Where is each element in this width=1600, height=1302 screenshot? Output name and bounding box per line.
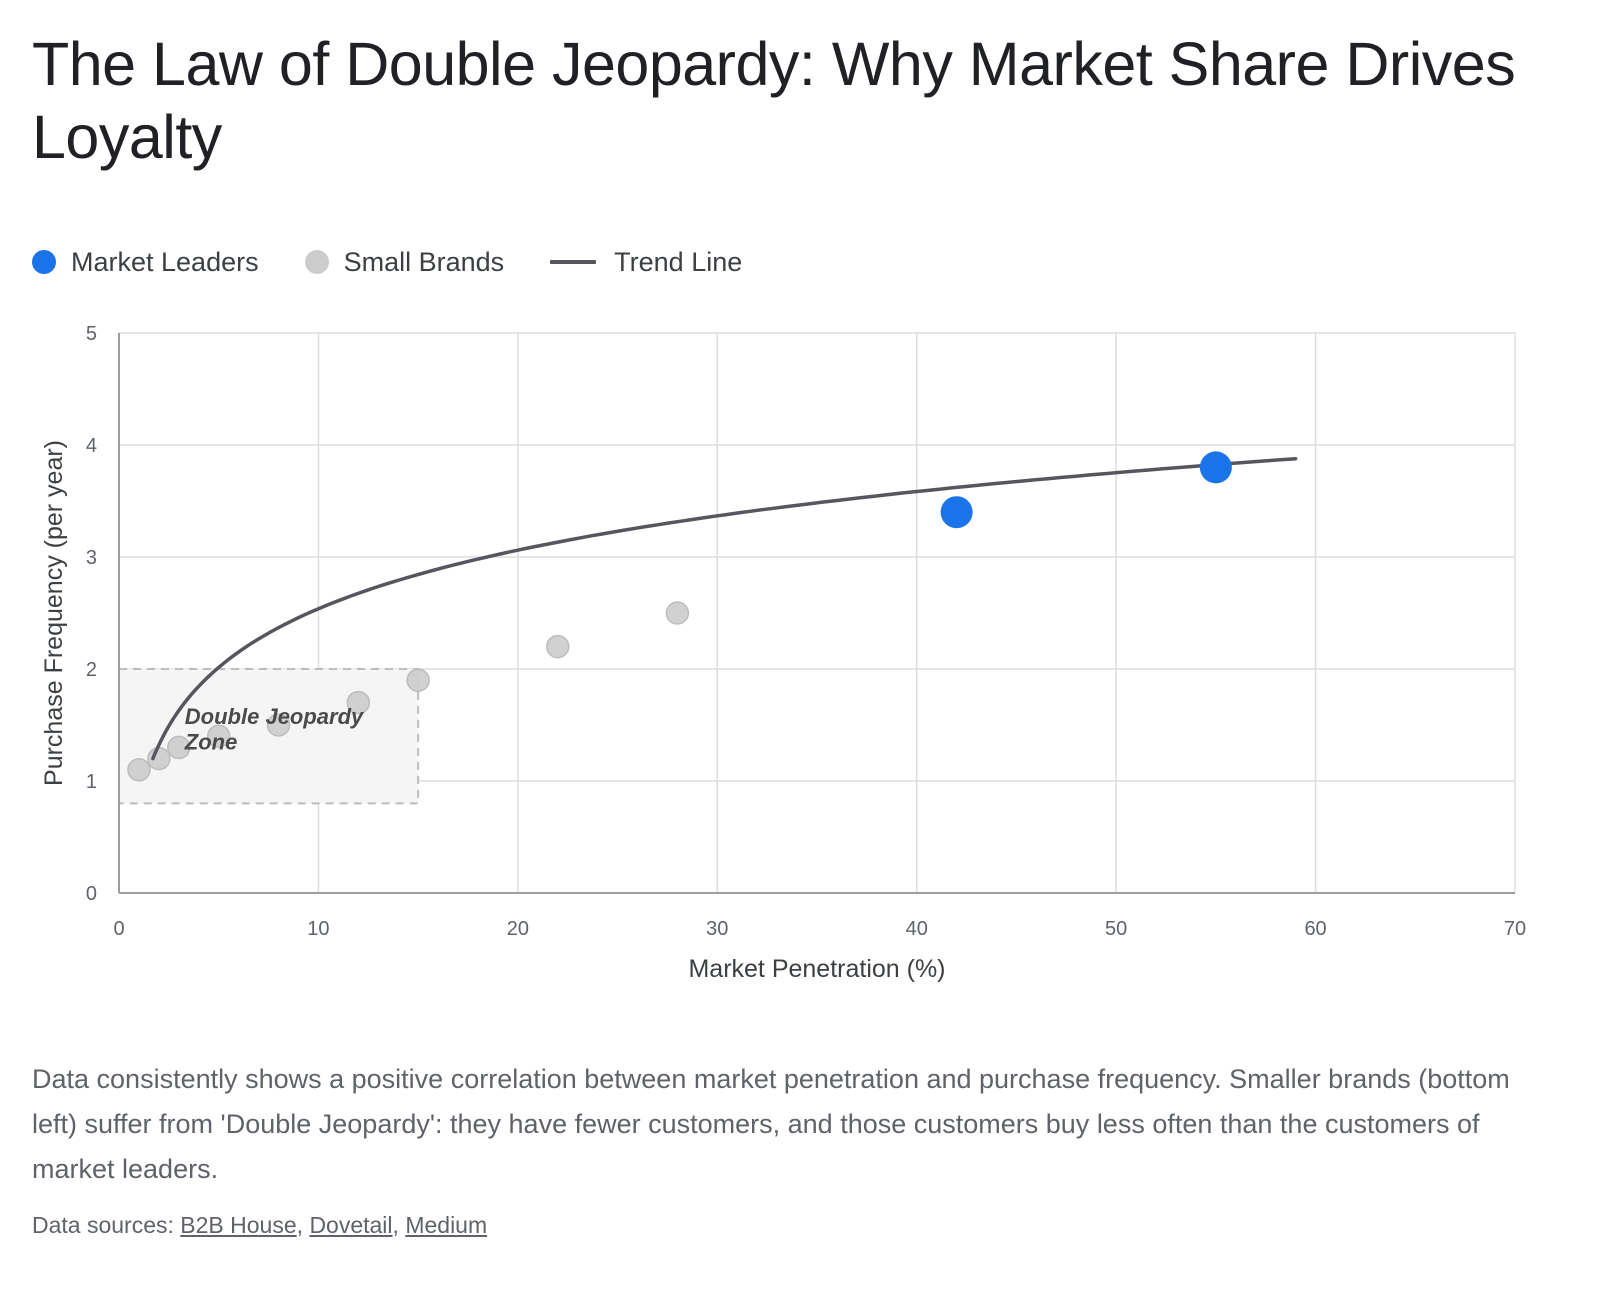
x-tick-label: 50 [1105, 918, 1127, 940]
page-title: The Law of Double Jeopardy: Why Market S… [32, 30, 1516, 171]
data-sources: Data sources: B2B House, Dovetail, Mediu… [32, 1212, 487, 1239]
legend-label-trend: Trend Line [614, 246, 743, 277]
small-brand-point [406, 668, 430, 692]
small-brand-point [665, 601, 690, 625]
legend-item-small-brands[interactable]: Small Brands [304, 246, 505, 278]
small-brand-point [266, 713, 291, 737]
grid-lines [119, 332, 1516, 893]
y-tick-label: 0 [86, 883, 97, 905]
double-jeopardy-zone [118, 668, 420, 805]
market-leader-point [1199, 451, 1232, 484]
legend-item-market-leaders[interactable]: Market Leaders [32, 247, 259, 278]
legend-label-small: Small Brands [343, 246, 505, 277]
x-tick-label: 70 [1504, 918, 1526, 940]
source-link-b2b-house[interactable]: B2B House [180, 1212, 297, 1238]
small-brand-point [206, 724, 231, 748]
x-tick-label: 30 [706, 918, 728, 940]
x-tick-label: 40 [906, 918, 928, 940]
axis-labels: 0 10 20 30 40 50 60 70 0 1 2 3 4 5 Market Penetration … [40, 323, 1526, 983]
legend-label-leaders: Market Leaders [71, 246, 259, 277]
sources-separator: , [296, 1212, 310, 1238]
small-brand-point [167, 735, 191, 760]
zone-label-line2: Zone [184, 730, 238, 755]
y-tick-label: 4 [86, 435, 97, 457]
trend-line-group [151, 456, 1298, 761]
y-tick-label: 5 [86, 323, 97, 345]
market-leader-point [940, 496, 973, 529]
sources-prefix: Data sources: [32, 1212, 181, 1238]
sources-separator: , [392, 1212, 406, 1238]
zone-label-line1: Double Jeopardy [185, 704, 365, 729]
x-tick-label: 20 [507, 918, 529, 940]
x-axis-title: Market Penetration (%) [688, 955, 945, 983]
chart-description: Data consistently shows a positive corre… [32, 1064, 1510, 1184]
y-axis-title: Purchase Frequency (per year) [40, 440, 68, 786]
legend-item-trend-line[interactable]: Trend Line [550, 247, 742, 278]
source-link-dovetail[interactable]: Dovetail [309, 1212, 393, 1238]
y-tick-label: 3 [86, 547, 97, 569]
y-tick-label: 1 [86, 771, 97, 793]
small-brand-point [545, 634, 570, 659]
source-link-medium[interactable]: Medium [405, 1212, 488, 1238]
x-tick-label: 60 [1304, 918, 1326, 940]
trend-line [151, 456, 1298, 761]
small-brand-point [127, 758, 151, 782]
legend-swatch-leaders [32, 250, 56, 274]
x-tick-label: 0 [113, 918, 124, 940]
market-leaders-points [940, 451, 1232, 529]
small-brands-points [127, 601, 690, 782]
small-brand-point [346, 690, 371, 715]
zone-rectangle [118, 668, 420, 805]
legend-swatch-small [304, 250, 329, 274]
axes [118, 333, 1515, 894]
x-tick-label: 10 [307, 918, 329, 940]
chart-legend: Market Leaders Small Brands Trend Line [32, 244, 788, 280]
y-tick-label: 2 [86, 659, 97, 681]
legend-swatch-trend [550, 260, 597, 264]
scatter-chart: 0 10 20 30 40 50 60 70 0 1 2 3 4 5 Market Penetration … [40, 323, 1526, 983]
